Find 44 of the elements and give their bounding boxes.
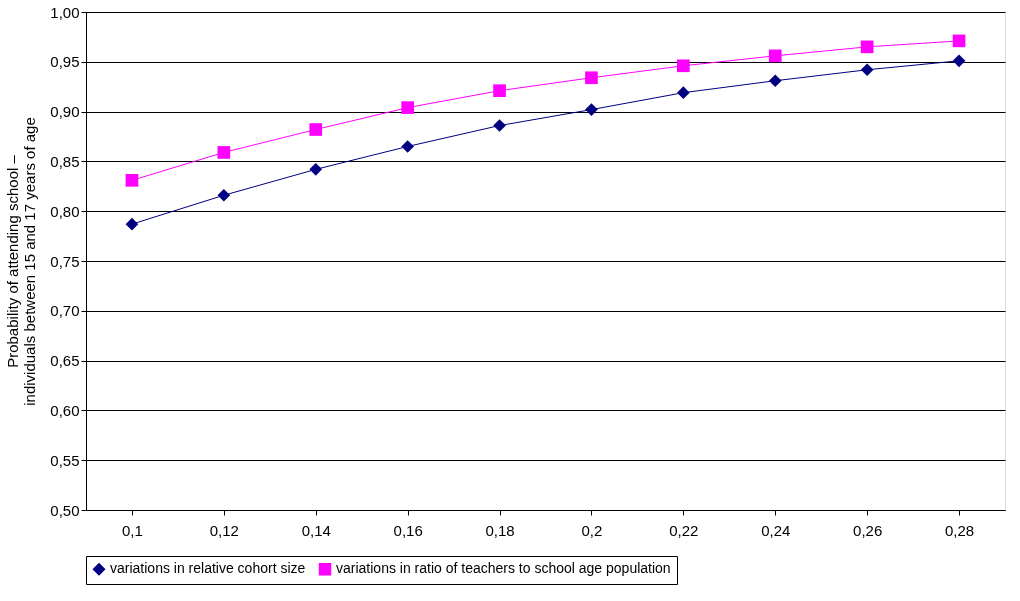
point [585, 71, 598, 85]
point [125, 217, 139, 231]
point [401, 101, 414, 114]
x-tick-label: 0,12 [209, 521, 239, 539]
x-tick-label: 0,26 [853, 521, 883, 539]
point [493, 84, 506, 98]
point [493, 119, 506, 132]
point [585, 103, 598, 116]
y-tick-label: 0,70 [50, 302, 80, 320]
point [860, 63, 874, 77]
y-tick-label: 0,95 [50, 53, 80, 71]
x-tick-label: 0,14 [301, 521, 331, 539]
x-tick-label: 0,24 [761, 521, 791, 539]
x-tick-label: 0,18 [485, 521, 515, 539]
y-tick-label: 0,90 [50, 103, 80, 121]
point [401, 140, 414, 153]
point [217, 146, 231, 159]
x-tick-label: 0,1 [122, 521, 143, 539]
x-tick-label: 0,16 [393, 521, 423, 539]
legend-label: variations in relative cohort size [110, 560, 306, 577]
point [217, 188, 231, 202]
point [125, 174, 139, 187]
point [309, 123, 323, 136]
y-tick-label: 0,80 [50, 202, 80, 220]
y-tick-label: 0,85 [50, 152, 80, 170]
legend-label: variations in ratio of teachers to school age population [336, 560, 671, 577]
point [677, 86, 690, 99]
x-tick-label: 0,28 [944, 521, 975, 539]
y-axis-title: Probability of attending school – individuals between 15 and 17 years of age [4, 117, 39, 406]
point [860, 40, 874, 54]
point [768, 49, 782, 63]
point [677, 59, 690, 73]
point [952, 54, 966, 68]
x-tick-label: 0,22 [669, 521, 699, 539]
y-tick-label: 0,65 [50, 352, 80, 370]
x-tick-label: 0,2 [581, 521, 603, 539]
y-tick-label: 0,75 [50, 252, 80, 270]
y-tick-label: 0,55 [50, 451, 80, 469]
y-tick-label: 0,50 [50, 501, 80, 519]
point [768, 74, 782, 88]
point [309, 163, 323, 176]
y-tick-label: 0,60 [50, 401, 80, 419]
point [952, 34, 966, 48]
y-tick-label: 1,00 [50, 3, 80, 21]
